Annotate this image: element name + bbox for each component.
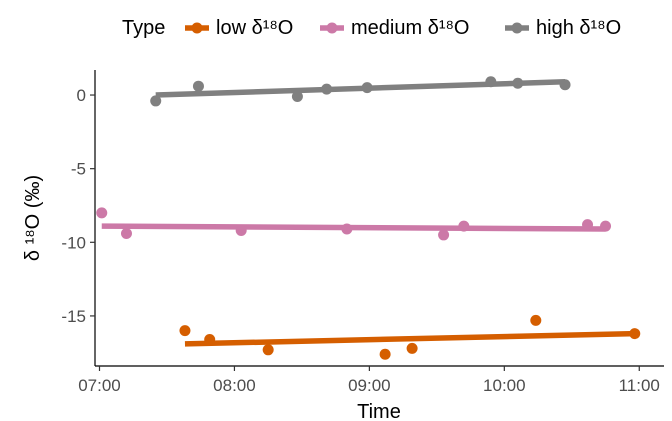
- x-axis-title: Time: [357, 401, 401, 421]
- data-point: [341, 223, 353, 235]
- data-point: [321, 83, 333, 95]
- legend-key-point: [191, 22, 203, 34]
- data-point: [120, 227, 132, 239]
- data-point: [406, 342, 418, 354]
- data-point: [235, 225, 247, 237]
- y-tick-label: 0: [77, 86, 86, 105]
- series-0: [179, 314, 641, 360]
- data-point: [559, 79, 571, 91]
- y-tick-label: -10: [61, 233, 86, 252]
- legend-item: medium δ¹⁸O: [320, 17, 469, 39]
- legend-label: medium δ¹⁸O: [351, 17, 469, 39]
- x-tick-label: 10:00: [483, 376, 526, 395]
- x-tick-label: 08:00: [213, 376, 256, 395]
- y-tick-label: -15: [61, 307, 86, 326]
- data-point: [512, 77, 524, 89]
- trend-line: [101, 223, 606, 232]
- series-2: [150, 76, 571, 107]
- legend-key-point: [326, 22, 338, 34]
- data-point: [96, 207, 108, 219]
- series-1: [96, 207, 612, 241]
- data-point: [438, 229, 450, 241]
- trend-line: [155, 79, 566, 98]
- legend-key-point: [511, 22, 523, 34]
- legend-label: low δ¹⁸O: [216, 17, 293, 39]
- legend-item: low δ¹⁸O: [185, 17, 293, 39]
- data-point: [582, 219, 594, 231]
- x-tick-label: 09:00: [348, 376, 391, 395]
- data-point: [629, 328, 641, 340]
- x-tick-label: 11:00: [619, 376, 660, 395]
- y-tick-label: -5: [71, 160, 86, 179]
- data-point: [379, 348, 391, 360]
- legend-label: high δ¹⁸O: [536, 17, 621, 39]
- data-point: [262, 344, 274, 356]
- y-axis-title: δ ¹⁸O (‰): [22, 175, 44, 261]
- data-point: [485, 76, 497, 88]
- data-point: [204, 333, 216, 345]
- plot-area: [96, 76, 641, 360]
- data-point: [530, 314, 542, 326]
- data-point: [291, 91, 303, 103]
- legend-item: high δ¹⁸O: [505, 17, 621, 39]
- axis-ticks: 0 -5 -10 -15 07:00 08:00 09:00 10:00 11:00: [61, 86, 659, 395]
- legend: Type low δ¹⁸O medium δ¹⁸O high δ¹⁸O: [122, 17, 621, 39]
- legend-title: Type: [122, 17, 165, 39]
- data-point: [179, 325, 191, 337]
- data-point: [150, 95, 162, 107]
- data-point: [458, 220, 470, 232]
- data-point: [361, 82, 373, 94]
- trend-line: [184, 330, 635, 347]
- data-point: [600, 220, 612, 232]
- data-point: [192, 80, 204, 92]
- x-tick-label: 07:00: [78, 376, 121, 395]
